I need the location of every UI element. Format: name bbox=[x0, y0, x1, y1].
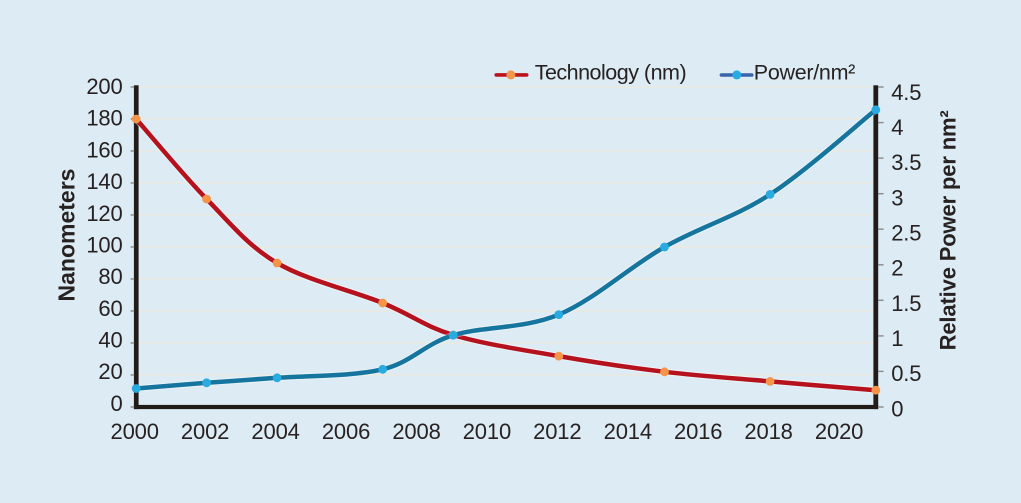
svg-text:2018: 2018 bbox=[744, 419, 792, 444]
svg-text:1: 1 bbox=[891, 326, 903, 351]
svg-text:2014: 2014 bbox=[604, 419, 652, 444]
svg-text:40: 40 bbox=[98, 328, 122, 353]
svg-text:100: 100 bbox=[86, 232, 122, 257]
svg-text:2006: 2006 bbox=[322, 419, 370, 444]
svg-text:Relative Power per nm²: Relative Power per nm² bbox=[935, 110, 960, 350]
svg-text:2004: 2004 bbox=[251, 419, 299, 444]
svg-text:2016: 2016 bbox=[674, 419, 722, 444]
svg-text:2012: 2012 bbox=[533, 419, 581, 444]
svg-text:0: 0 bbox=[891, 396, 903, 421]
svg-text:4: 4 bbox=[891, 115, 903, 140]
svg-text:20: 20 bbox=[98, 359, 122, 384]
svg-text:2002: 2002 bbox=[181, 419, 229, 444]
svg-text:Power/nm²: Power/nm² bbox=[754, 60, 855, 84]
svg-text:180: 180 bbox=[86, 106, 122, 131]
svg-text:2020: 2020 bbox=[815, 419, 863, 444]
svg-text:200: 200 bbox=[86, 74, 122, 99]
svg-text:2010: 2010 bbox=[463, 419, 511, 444]
svg-text:Technology (nm): Technology (nm) bbox=[535, 60, 686, 84]
svg-text:2000: 2000 bbox=[111, 419, 159, 444]
svg-text:3.5: 3.5 bbox=[891, 150, 921, 175]
svg-text:0: 0 bbox=[111, 391, 123, 416]
svg-text:80: 80 bbox=[98, 264, 122, 289]
svg-text:60: 60 bbox=[98, 296, 122, 321]
svg-text:140: 140 bbox=[86, 169, 122, 194]
svg-text:120: 120 bbox=[86, 201, 122, 226]
svg-text:1.5: 1.5 bbox=[891, 291, 921, 316]
svg-text:0.5: 0.5 bbox=[891, 361, 921, 386]
svg-text:2.5: 2.5 bbox=[891, 220, 921, 245]
svg-text:Nanometers: Nanometers bbox=[54, 169, 80, 302]
svg-text:3: 3 bbox=[891, 185, 903, 210]
svg-text:2: 2 bbox=[891, 256, 903, 281]
svg-text:4.5: 4.5 bbox=[891, 80, 921, 105]
svg-text:160: 160 bbox=[86, 137, 122, 162]
svg-text:2008: 2008 bbox=[392, 419, 440, 444]
